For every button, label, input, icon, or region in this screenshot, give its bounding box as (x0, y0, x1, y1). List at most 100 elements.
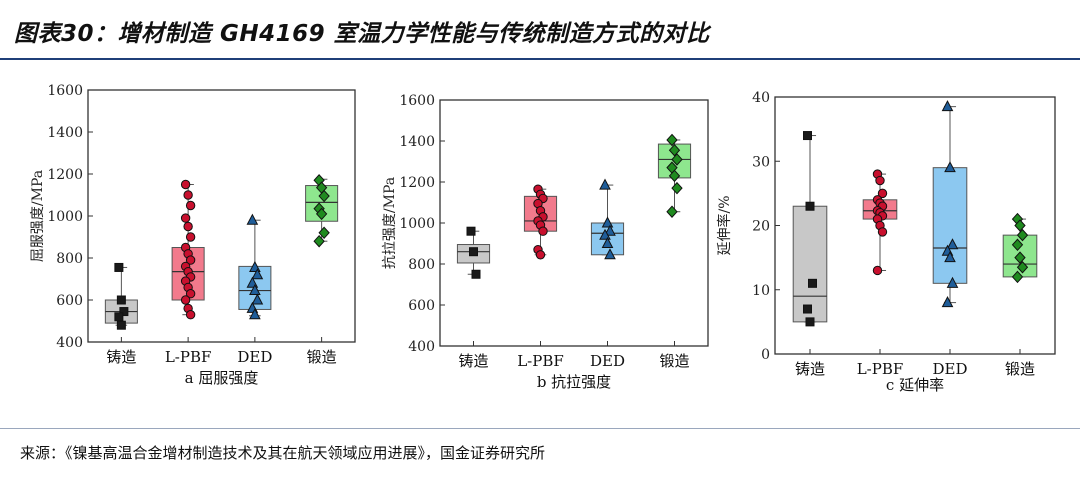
data-point (119, 307, 129, 317)
y-tick-label: 10 (752, 283, 770, 299)
data-point (666, 133, 678, 147)
data-point (471, 269, 481, 279)
category-label: L-PBF (857, 360, 904, 378)
data-point (185, 232, 196, 242)
y-tick-label: 1400 (399, 134, 435, 150)
y-tick-label: 20 (752, 219, 770, 235)
category-label: 铸造 (106, 348, 136, 366)
data-point (116, 320, 126, 330)
data-point (180, 295, 191, 305)
data-point (944, 251, 956, 263)
box-DED (932, 100, 968, 308)
chart-panel-0: 400 600 800 1000 1200 1400 1600 屈服强度/MPa 铸造 L-PBF… (30, 83, 356, 387)
chart-panel-2: 0 10 20 30 40 延伸率/% 铸造 L-PBF DED 锻造 c 延伸率 (716, 90, 1056, 394)
y-tick-label: 800 (408, 257, 435, 273)
source-note: 来源：《镍基高温合金增材制造技术及其在航天领域应用进展》，国金证券研究所 (20, 444, 546, 462)
data-point (666, 205, 678, 218)
data-point (114, 262, 124, 272)
y-axis-label: 屈服强度/MPa (30, 170, 46, 262)
data-point (1014, 251, 1026, 264)
y-tick-label: 1000 (399, 216, 435, 232)
category-label: DED (932, 360, 967, 378)
figure-title: 图表30：增材制造 GH4169 室温力学性能与传统制造方式的对比 (14, 21, 710, 47)
data-point (114, 312, 124, 322)
data-point (599, 178, 611, 190)
box-DED (238, 213, 272, 320)
y-tick-label: 40 (752, 90, 770, 106)
data-point (805, 201, 815, 211)
data-point (185, 255, 196, 265)
data-point (1014, 219, 1026, 232)
category-label: DED (237, 348, 272, 366)
data-point (803, 131, 812, 141)
data-point (180, 213, 191, 223)
y-tick-label: 400 (56, 335, 83, 351)
y-tick-label: 1400 (47, 125, 83, 141)
data-point (249, 283, 261, 296)
data-point (246, 213, 259, 225)
data-point (535, 250, 546, 260)
y-axis-label: 抗拉强度/MPa (382, 177, 398, 269)
y-tick-label: 600 (408, 298, 435, 314)
y-tick-label: 1200 (47, 167, 83, 183)
category-label: L-PBF (517, 352, 564, 370)
data-point (877, 188, 888, 199)
data-point (872, 265, 883, 276)
category-label: DED (590, 352, 625, 370)
y-tick-label: 1200 (399, 175, 435, 191)
data-point (601, 236, 614, 248)
data-point (599, 228, 611, 240)
panel-caption: c 延伸率 (886, 376, 944, 394)
data-point (313, 234, 325, 248)
data-point (1011, 238, 1024, 252)
y-tick-label: 600 (56, 293, 83, 309)
data-point (249, 308, 261, 320)
data-point (941, 296, 954, 308)
category-label: 铸造 (795, 360, 825, 378)
box-iqr (932, 167, 968, 284)
box-L-PBF (862, 169, 898, 276)
category-label: 锻造 (307, 348, 337, 366)
data-point (180, 179, 191, 190)
data-point (318, 189, 330, 203)
data-point (803, 304, 812, 314)
data-point (805, 317, 815, 327)
category-label: L-PBF (165, 348, 212, 366)
data-point (1016, 228, 1029, 242)
box-铸造 (104, 262, 138, 330)
data-point (185, 310, 196, 320)
data-point (185, 289, 196, 299)
data-point (183, 190, 193, 200)
y-tick-label: 800 (56, 251, 83, 267)
category-label: 锻造 (1005, 360, 1035, 378)
data-point (183, 221, 193, 232)
data-point (671, 153, 683, 166)
box-iqr (792, 205, 828, 323)
y-tick-label: 1600 (47, 83, 83, 99)
y-axis-label: 延伸率/% (716, 195, 733, 255)
panel-caption: b 抗拉强度 (537, 373, 611, 391)
data-point (668, 143, 681, 157)
data-point (251, 293, 264, 305)
y-tick-label: 1000 (47, 209, 83, 225)
box-锻造 (1002, 212, 1038, 284)
panel-caption: a 屈服强度 (185, 369, 259, 387)
data-point (185, 200, 196, 211)
data-point (469, 247, 478, 257)
data-point (604, 224, 616, 236)
category-label: 锻造 (659, 352, 689, 370)
data-point (668, 169, 681, 183)
data-point (251, 268, 264, 280)
box-锻造 (657, 133, 692, 218)
data-point (116, 295, 126, 305)
data-point (941, 100, 954, 112)
box-L-PBF (523, 184, 558, 260)
plot-frame (439, 99, 709, 347)
data-point (318, 226, 330, 240)
chart-panel-1: 400 600 800 1000 1200 1400 1600 抗拉强度/MPa 铸造 L-PBF… (382, 93, 709, 391)
data-point (808, 278, 817, 288)
data-point (601, 216, 614, 228)
y-tick-label: 400 (408, 339, 435, 355)
data-point (877, 227, 888, 237)
data-point (466, 226, 476, 236)
